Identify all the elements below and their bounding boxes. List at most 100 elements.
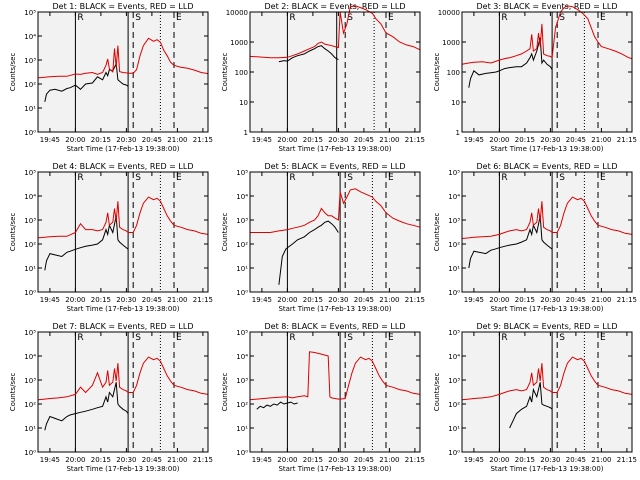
detector-panel-1: Det 1: BLACK = Events, RED = LLD R S E 10⁰ 10… [9, 2, 213, 153]
x-tick-label: 20:15 [91, 136, 111, 144]
marker-s: S [135, 13, 141, 23]
series-lld [461, 196, 633, 239]
y-tick-label: 10000 [438, 9, 460, 17]
x-tick-label: 20:00 [65, 136, 85, 144]
y-tick-label: 10¹ [448, 265, 460, 273]
x-tick-label: 20:30 [540, 456, 560, 464]
y-tick-label: 10⁴ [24, 33, 36, 41]
x-tick-label: 20:45 [354, 136, 374, 144]
y-tick-label: 10⁰ [448, 289, 460, 297]
plot-area [38, 172, 208, 292]
y-tick-label: 10⁴ [24, 193, 36, 201]
detector-panel-3: Det 3: BLACK = Events, RED = LLD R S E 1 10 10… [433, 2, 637, 153]
marker-r: R [77, 333, 83, 343]
x-tick-label: 21:15 [193, 296, 213, 304]
x-tick-label: 20:30 [328, 456, 348, 464]
x-tick-label: 20:15 [91, 456, 111, 464]
y-tick-label: 10² [24, 81, 36, 89]
axes-frame [461, 171, 633, 293]
series-lld [37, 37, 209, 79]
y-tick-label: 10⁴ [24, 353, 36, 361]
y-tick-label: 1 [456, 129, 460, 137]
y-tick-label: 10³ [448, 217, 460, 225]
x-tick-label: 21:00 [167, 456, 187, 464]
plot-area [250, 12, 420, 132]
y-tick-label: 10⁰ [24, 449, 36, 457]
x-tick-label: 21:00 [591, 296, 611, 304]
x-tick-label: 20:00 [489, 456, 509, 464]
detector-panel-4: Det 4: BLACK = Events, RED = LLD R S E 10⁰ 10… [9, 162, 213, 313]
x-tick-label: 20:15 [515, 456, 535, 464]
y-axis-label: Counts/sec [9, 373, 17, 412]
series-events [256, 401, 298, 410]
y-axis-label: Counts/sec [221, 373, 229, 412]
plot-area [462, 12, 632, 132]
y-tick-label: 10³ [24, 57, 36, 65]
panel-title: Det 1: BLACK = Events, RED = LLD [53, 2, 194, 11]
plot-area [462, 172, 632, 292]
marker-s: S [559, 173, 565, 183]
y-axis-label: Counts/sec [433, 373, 441, 412]
x-tick-label: 20:30 [328, 136, 348, 144]
x-tick-label: 20:00 [277, 456, 297, 464]
y-tick-label: 10³ [236, 377, 248, 385]
y-tick-label: 10² [448, 401, 460, 409]
x-tick-label: 20:15 [303, 456, 323, 464]
x-tick-label: 21:15 [617, 456, 637, 464]
x-tick-label: 19:45 [252, 296, 272, 304]
marker-r: R [501, 333, 507, 343]
axes-frame [249, 171, 421, 293]
y-tick-label: 10¹ [236, 265, 248, 273]
plot-area [250, 172, 420, 292]
marker-e: E [176, 333, 182, 343]
x-tick-label: 20:45 [142, 456, 162, 464]
marker-e: E [600, 333, 606, 343]
x-axis-label: Start Time (17-Feb-13 19:38:00) [278, 305, 391, 313]
y-tick-label: 10¹ [24, 265, 36, 273]
x-tick-label: 20:30 [540, 136, 560, 144]
y-tick-label: 10³ [236, 217, 248, 225]
x-tick-label: 19:45 [40, 296, 60, 304]
detector-panel-5: Det 5: BLACK = Events, RED = LLD R S E 10⁰ 10… [221, 162, 425, 313]
y-tick-label: 10³ [24, 377, 36, 385]
y-tick-label: 10⁰ [24, 129, 36, 137]
marker-s: S [135, 333, 141, 343]
detector-panel-8: Det 8: BLACK = Events, RED = LLD R S E 10⁰ 10… [221, 322, 425, 473]
y-axis-label: Counts/sec [221, 53, 229, 92]
marker-r: R [289, 333, 295, 343]
y-tick-label: 10¹ [24, 425, 36, 433]
marker-r: R [289, 173, 295, 183]
panel-title: Det 5: BLACK = Events, RED = LLD [265, 162, 406, 171]
x-tick-label: 20:00 [65, 456, 85, 464]
axes-frame [37, 171, 209, 293]
y-tick-label: 100 [235, 69, 248, 77]
y-tick-label: 10³ [24, 217, 36, 225]
y-tick-label: 10⁵ [236, 169, 248, 177]
marker-r: R [501, 173, 507, 183]
y-tick-label: 10⁵ [448, 329, 460, 337]
axes-frame [37, 11, 209, 133]
x-axis-label: Start Time (17-Feb-13 19:38:00) [66, 145, 179, 153]
panel-title: Det 7: BLACK = Events, RED = LLD [53, 322, 194, 331]
marker-s: S [347, 333, 353, 343]
y-tick-label: 10⁵ [448, 169, 460, 177]
x-axis-label: Start Time (17-Feb-13 19:38:00) [66, 465, 179, 473]
detector-panel-9: Det 9: BLACK = Events, RED = LLD R S E 10⁰ 10… [433, 322, 637, 473]
series-lld [249, 351, 421, 401]
x-tick-label: 20:15 [515, 136, 535, 144]
x-tick-label: 21:00 [379, 136, 399, 144]
panel-title: Det 3: BLACK = Events, RED = LLD [477, 2, 618, 11]
series-lld [250, 188, 421, 233]
marker-e: E [600, 173, 606, 183]
plot-area [250, 332, 420, 452]
x-tick-label: 20:00 [489, 296, 509, 304]
y-tick-label: 10⁰ [236, 449, 248, 457]
marker-r: R [77, 13, 83, 23]
x-tick-label: 21:00 [167, 136, 187, 144]
y-axis-label: Counts/sec [433, 53, 441, 92]
x-tick-label: 19:45 [464, 456, 484, 464]
panel-title: Det 2: BLACK = Events, RED = LLD [265, 2, 406, 11]
x-tick-label: 21:15 [193, 456, 213, 464]
x-tick-label: 19:45 [464, 296, 484, 304]
